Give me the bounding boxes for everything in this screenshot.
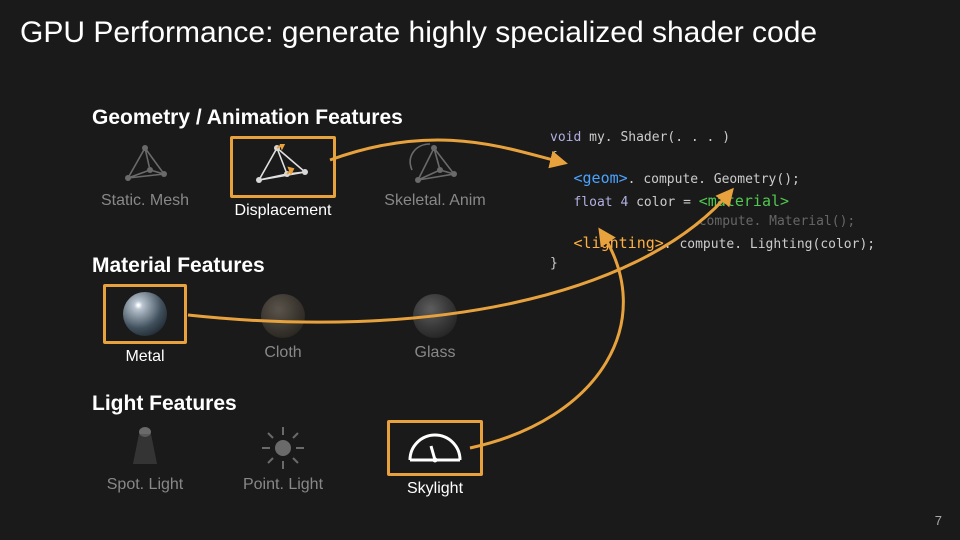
wire-tet-icon [251, 141, 315, 189]
code-kw-void: void [550, 130, 581, 145]
geom-label-staticmesh: Static. Mesh [80, 192, 210, 210]
code-kw-float4: float 4 [573, 195, 628, 210]
light-item-point: Point. Light [218, 424, 348, 494]
light-label-skylight: Skylight [370, 480, 500, 498]
wire-tet-anim-icon [403, 140, 467, 188]
light-item-skylight: Skylight [370, 420, 500, 498]
code-lighting-rest: . compute. Lighting(color); [664, 237, 875, 252]
mat-label-metal: Metal [80, 348, 210, 366]
light-item-spot: Spot. Light [80, 424, 210, 494]
spotlight-icon [113, 424, 177, 472]
mat-item-glass: Glass [370, 292, 500, 362]
mat-label-glass: Glass [370, 344, 500, 362]
light-label-spot: Spot. Light [80, 476, 210, 494]
sphere-cloth-icon [261, 294, 305, 338]
pointlight-icon [251, 424, 315, 472]
code-geom-tag: <geom> [573, 169, 627, 187]
wire-tet-dim-icon [113, 140, 177, 188]
code-material-tag: <material> [699, 192, 789, 210]
light-heading: Light Features [92, 392, 237, 416]
material-heading: Material Features [92, 254, 265, 278]
mat-item-metal: Metal [80, 284, 210, 366]
shader-code-block: void my. Shader(. . . ) { <geom>. comput… [550, 128, 875, 274]
mat-label-cloth: Cloth [218, 344, 348, 362]
geom-item-skeletal: Skeletal. Anim [370, 140, 500, 210]
code-line1-rest: my. Shader(. . . ) [581, 130, 730, 145]
light-label-point: Point. Light [218, 476, 348, 494]
sphere-glass-icon [413, 294, 457, 338]
page-number: 7 [935, 513, 942, 528]
geom-label-displacement: Displacement [218, 202, 348, 220]
code-lighting-tag: <lighting> [573, 234, 663, 252]
geom-item-staticmesh: Static. Mesh [80, 140, 210, 210]
code-open-brace: { [550, 150, 558, 165]
code-close-brace: } [550, 256, 558, 271]
geom-item-displacement: Displacement [218, 136, 348, 220]
code-color-mid: color = [628, 195, 698, 210]
slide-title: GPU Performance: generate highly special… [20, 16, 817, 50]
sphere-metal-icon [123, 292, 167, 336]
code-geom-rest: . compute. Geometry(); [628, 172, 800, 187]
code-material-rest: compute. Material(); [699, 214, 856, 229]
skylight-icon [406, 428, 464, 469]
mat-item-cloth: Cloth [218, 292, 348, 362]
geom-label-skeletal: Skeletal. Anim [370, 192, 500, 210]
geometry-heading: Geometry / Animation Features [92, 106, 403, 130]
